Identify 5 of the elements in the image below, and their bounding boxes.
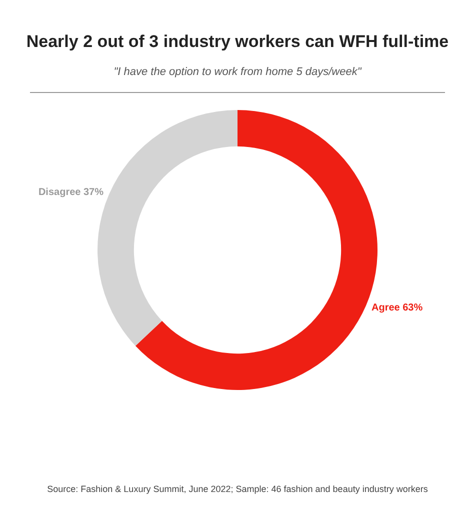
slice-label: Agree 63%: [371, 302, 423, 314]
chart-title: Nearly 2 out of 3 industry workers can WFH full-time: [25, 32, 450, 52]
chart-subtitle: "I have the option to work from home 5 days/week": [112, 66, 363, 78]
source-note: Source: Fashion & Luxury Summit, June 2022; Sample: 46 fashion and beauty industry workers: [46, 484, 429, 494]
slice-label: Disagree 37%: [38, 186, 104, 198]
